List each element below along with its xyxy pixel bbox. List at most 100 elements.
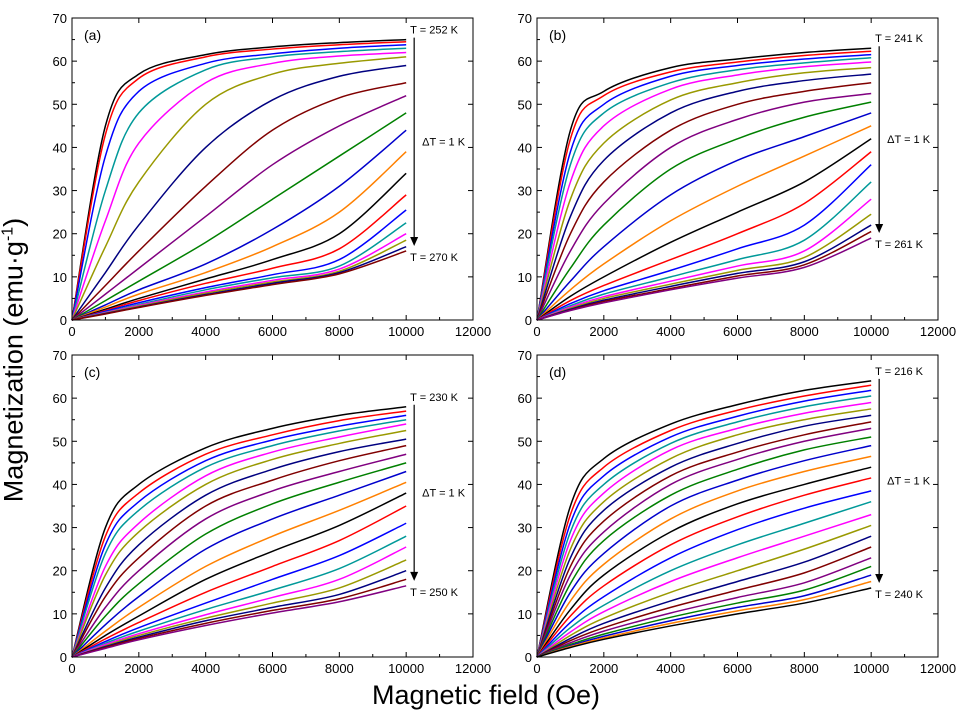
annotation-end-temperature: T = 261 K <box>875 239 923 251</box>
series-line <box>71 410 407 658</box>
series-line <box>71 209 407 321</box>
y-tick-label: 30 <box>53 521 67 536</box>
panel-label: (c) <box>84 364 100 380</box>
series-line <box>536 138 872 321</box>
y-tick-label: 10 <box>518 607 532 622</box>
series-line <box>71 481 407 658</box>
series-line <box>71 570 407 658</box>
series-line <box>536 466 872 658</box>
series-line <box>71 112 407 321</box>
x-tick-label: 0 <box>533 324 540 339</box>
x-tick-label: 4000 <box>656 324 685 339</box>
y-axis-title-close: ) <box>0 217 29 227</box>
series-line <box>71 64 407 321</box>
series-line <box>71 585 407 658</box>
series-line <box>71 535 407 658</box>
series-line <box>71 470 407 658</box>
temperature-arrow-head <box>875 573 884 583</box>
series-line <box>71 505 407 658</box>
series-line <box>536 198 872 321</box>
plot-frame <box>536 354 939 658</box>
series-line <box>536 477 872 658</box>
series-line <box>71 414 407 658</box>
y-axis-title-main: Magnetization (emu·g <box>0 241 29 503</box>
series-line <box>536 408 872 658</box>
panel-label: (d) <box>549 364 566 380</box>
y-tick-label: 50 <box>518 434 532 449</box>
y-tick-label: 50 <box>518 97 532 112</box>
series-line <box>536 56 872 321</box>
series-line <box>71 492 407 658</box>
series-line <box>536 557 872 658</box>
series-line <box>536 224 872 321</box>
x-tick-label: 6000 <box>723 324 752 339</box>
series-line <box>536 380 872 658</box>
series-line <box>71 438 407 658</box>
annotation-step: ΔT = 1 K <box>422 136 466 148</box>
series-line <box>536 414 872 658</box>
series-line <box>71 462 407 658</box>
y-tick-label: 0 <box>60 650 67 665</box>
series-line <box>71 423 407 658</box>
x-tick-label: 8000 <box>325 324 354 339</box>
x-tick-label: 6000 <box>258 661 287 676</box>
series-line <box>71 56 407 321</box>
series-line <box>536 125 872 321</box>
series-group <box>536 47 872 321</box>
x-tick-label: 8000 <box>790 661 819 676</box>
x-tick-label: 2000 <box>124 324 153 339</box>
series-line <box>536 47 872 321</box>
series-line <box>71 172 407 321</box>
x-tick-label: 12000 <box>455 324 491 339</box>
series-line <box>536 66 872 321</box>
y-tick-label: 70 <box>518 348 532 363</box>
y-tick-label: 30 <box>53 184 67 199</box>
series-line <box>536 401 872 658</box>
x-tick-label: 8000 <box>790 324 819 339</box>
y-axis-title: Magnetization (emu·g-1) <box>0 218 30 502</box>
y-tick-label: 10 <box>53 607 67 622</box>
series-line <box>71 546 407 658</box>
y-tick-label: 30 <box>518 184 532 199</box>
annotation-start-temperature: T = 216 K <box>875 366 923 378</box>
y-tick-label: 20 <box>53 227 67 242</box>
y-tick-label: 30 <box>518 521 532 536</box>
series-line <box>71 418 407 658</box>
x-tick-label: 2000 <box>124 661 153 676</box>
annotation-end-temperature: T = 270 K <box>410 252 458 264</box>
y-tick-label: 0 <box>60 313 67 328</box>
x-tick-label: 12000 <box>920 324 956 339</box>
x-axis-title: Magnetic field (Oe) <box>371 680 601 710</box>
series-line <box>536 395 872 658</box>
series-line <box>536 580 872 658</box>
panel-a: 0 2000 4000 6000 8000 10000 12000 0 10 20 30 40 50 60… <box>53 11 492 339</box>
x-tick-label: 4000 <box>191 324 220 339</box>
y-tick-label: 40 <box>518 477 532 492</box>
series-line <box>536 546 872 658</box>
series-line <box>536 524 872 658</box>
series-line <box>71 429 407 658</box>
series-line <box>71 38 407 321</box>
y-tick-label: 20 <box>518 227 532 242</box>
x-tick-label: 2000 <box>589 324 618 339</box>
series-line <box>71 51 407 321</box>
series-line <box>536 164 872 321</box>
y-tick-label: 70 <box>518 11 532 26</box>
series-line <box>536 444 872 658</box>
x-tick-label: 6000 <box>258 324 287 339</box>
x-tick-label: 10000 <box>388 661 424 676</box>
temperature-arrow-head <box>875 224 884 234</box>
series-line <box>71 406 407 658</box>
series-line <box>536 73 872 321</box>
series-line <box>71 40 407 321</box>
series-line <box>536 237 872 321</box>
series-group <box>71 38 407 321</box>
panel-label: (a) <box>84 27 101 43</box>
x-tick-label: 2000 <box>589 661 618 676</box>
series-line <box>536 427 872 658</box>
y-tick-label: 40 <box>53 140 67 155</box>
annotation-end-temperature: T = 250 K <box>410 587 458 599</box>
series-line <box>536 61 872 321</box>
y-tick-label: 60 <box>53 391 67 406</box>
